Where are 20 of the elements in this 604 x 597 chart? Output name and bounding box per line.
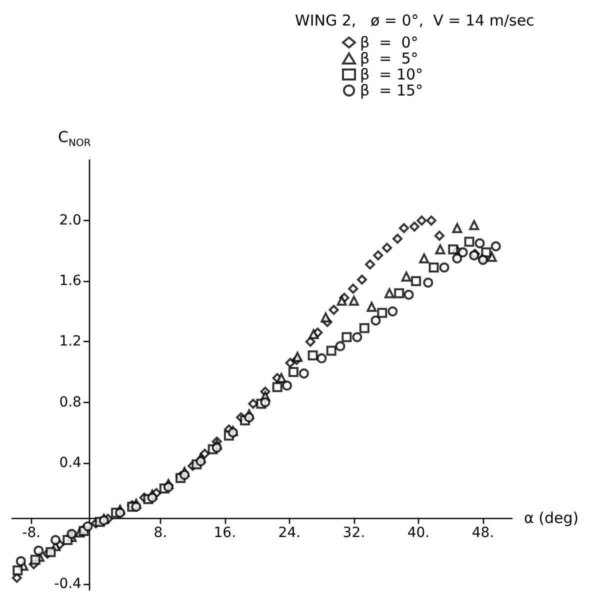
x-tick-label: 48.	[472, 524, 494, 541]
x-axis-title: α (deg)	[524, 508, 579, 527]
x-tick-label: 32.	[342, 524, 366, 541]
legend-label: β = 15°	[360, 82, 424, 100]
x-tick-label: 16.	[214, 524, 236, 541]
chart-title: WING 2, ø = 0°, V = 14 m/sec	[295, 12, 534, 30]
y-axis-title: C$_{NOR}$	[58, 128, 91, 149]
x-tick-label: 24.	[278, 524, 301, 541]
y-tick-label: 2.0	[59, 212, 82, 229]
x-tick-label: 8.	[154, 524, 168, 541]
legend-label: β = 5°	[360, 50, 418, 68]
legend-label: β = 10°	[360, 66, 424, 84]
y-tick-label: 1.6	[59, 273, 82, 290]
y-tick-label: 0.4	[59, 454, 82, 471]
y-tick-label: 0.8	[59, 394, 82, 410]
y-tick-label: 1.2	[59, 334, 82, 350]
legend-label: β = 0°	[360, 34, 418, 52]
x-tick-label: 40.	[407, 524, 430, 541]
x-tick-label: -8.	[22, 524, 41, 541]
y-tick-label: -0.4	[54, 576, 82, 592]
